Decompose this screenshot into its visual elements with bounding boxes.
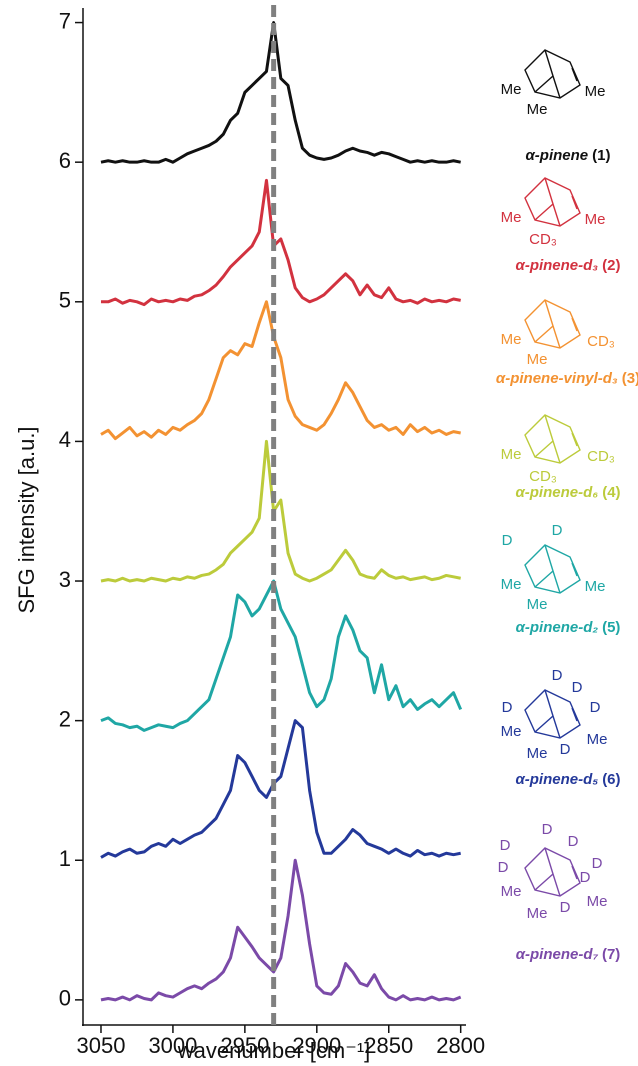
compound-name: α-pinene-d₆: [515, 484, 598, 501]
compound-name: α-pinene-d₇: [516, 946, 599, 963]
atom-label: CD₃: [587, 333, 615, 350]
molecule-skeleton: [524, 689, 581, 739]
x-tick-label: 3000: [148, 1033, 197, 1058]
compound-number: (3): [622, 370, 638, 387]
atom-label: Me: [501, 209, 522, 226]
compound-label: α-pinene-d₃ (2): [516, 257, 621, 274]
molecule: [524, 299, 581, 349]
atom-label: Me: [501, 576, 522, 593]
molecule: [524, 414, 581, 464]
molecule-skeleton: [524, 544, 581, 594]
y-tick-label: 6: [59, 148, 71, 173]
compound-name: α-pinene-vinyl-d₃: [496, 370, 618, 387]
x-tick-label: 2850: [364, 1033, 413, 1058]
atom-label: D: [568, 833, 579, 850]
molecule: [524, 544, 581, 594]
atom-label: Me: [501, 331, 522, 348]
y-tick-label: 5: [59, 288, 71, 313]
x-tick-label: 2800: [436, 1033, 485, 1058]
spectrum-line: [100, 719, 461, 859]
molecule-skeleton: [524, 177, 581, 227]
compound-label: α-pinene-d₆ (4): [515, 484, 620, 501]
atom-label: D: [580, 869, 591, 886]
atom-label: D: [500, 837, 511, 854]
compound-name: α-pinene-d₂: [516, 619, 599, 636]
atom-label: D: [560, 741, 571, 758]
compound-number: (6): [602, 771, 620, 788]
compound-number: (4): [602, 484, 620, 501]
compound-label: α-pinene-vinyl-d₃(3): [496, 370, 638, 387]
molecule-skeleton: [524, 49, 581, 99]
atom-label: CD₃: [529, 468, 557, 485]
spectrum-line: [100, 21, 461, 164]
molecule: [524, 847, 581, 897]
compound-number: (1): [592, 147, 610, 164]
molecule-skeleton: [524, 847, 581, 897]
x-tick-label: 2950: [220, 1033, 269, 1058]
atom-label: Me: [501, 723, 522, 740]
y-axis-label: SFG intensity [a.u.]: [14, 426, 39, 613]
atom-label: D: [552, 667, 563, 684]
atom-label: D: [590, 699, 601, 716]
atom-label: D: [502, 699, 513, 716]
molecule-skeleton: [524, 414, 581, 464]
y-tick-label: 4: [59, 427, 71, 452]
atom-label: D: [542, 821, 553, 838]
atom-label: Me: [585, 211, 606, 228]
x-axis-label: wavenumber [cm⁻¹]: [177, 1038, 371, 1063]
atom-label: Me: [527, 905, 548, 922]
compound-number: (5): [602, 619, 620, 636]
atom-label: Me: [585, 83, 606, 100]
compound-label: α-pinene-d₇ (7): [516, 946, 621, 963]
atom-label: Me: [527, 745, 548, 762]
y-tick-label: 3: [59, 567, 71, 592]
y-tick-label: 1: [59, 846, 71, 871]
atom-label: CD₃: [587, 448, 615, 465]
x-tick-label: 2900: [292, 1033, 341, 1058]
compound-number: (7): [602, 946, 620, 963]
spectrum-line: [100, 858, 462, 1002]
atom-label: D: [560, 899, 571, 916]
atom-label: Me: [527, 101, 548, 118]
y-tick-label: 2: [59, 706, 71, 731]
compound-label: α-pinene-d₅ (6): [515, 771, 620, 788]
atom-label: Me: [527, 351, 548, 368]
atom-label: Me: [587, 731, 608, 748]
atom-label: Me: [501, 81, 522, 98]
atom-label: D: [572, 679, 583, 696]
spectrum-line: [100, 178, 461, 307]
spectrum-line: [100, 300, 461, 441]
molecule: [524, 177, 581, 227]
spectrum-line: [100, 439, 461, 583]
atom-label: Me: [501, 446, 522, 463]
atom-label: D: [592, 855, 603, 872]
atom-label: Me: [585, 578, 606, 595]
compound-name: α-pinene-d₃: [516, 257, 599, 274]
compound-name: α-pinene: [526, 147, 589, 164]
atom-label: D: [552, 522, 563, 539]
compound-label: α-pinene-d₂ (5): [516, 619, 621, 636]
y-tick-label: 0: [59, 986, 71, 1011]
atom-label: Me: [527, 596, 548, 613]
x-tick-label: 3050: [77, 1033, 126, 1058]
molecule: [524, 49, 581, 99]
atom-label: Me: [501, 883, 522, 900]
compound-name: α-pinene-d₅: [515, 771, 598, 788]
atom-label: D: [498, 859, 509, 876]
molecule-skeleton: [524, 299, 581, 349]
atom-label: Me: [587, 893, 608, 910]
spectrum-line: [100, 579, 463, 732]
atom-label: D: [502, 532, 513, 549]
atom-label: CD₃: [529, 231, 557, 248]
compound-number: (2): [602, 257, 620, 274]
molecule: [524, 689, 581, 739]
y-tick-label: 7: [59, 8, 71, 33]
compound-label: α-pinene (1): [526, 147, 611, 164]
